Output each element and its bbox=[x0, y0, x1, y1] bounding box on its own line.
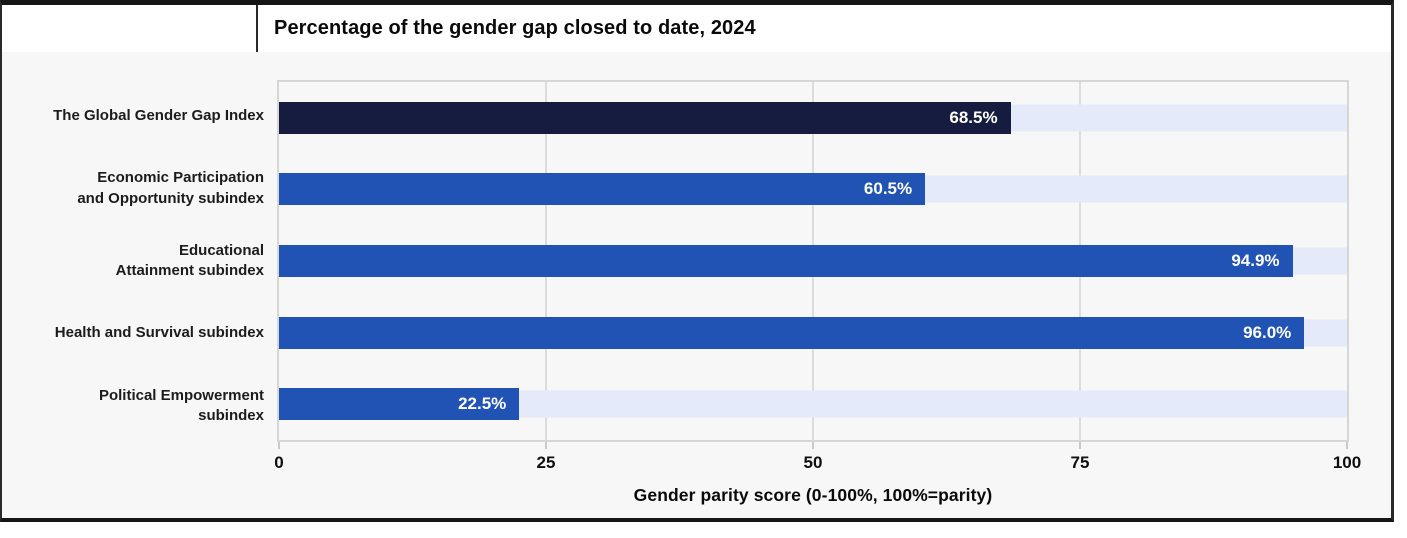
x-tick-label: 75 bbox=[1070, 453, 1090, 472]
bar-value-label: 68.5% bbox=[949, 107, 998, 127]
bar-economic: 60.5% bbox=[279, 173, 926, 206]
x-tick-label: 25 bbox=[536, 453, 556, 472]
bar-value-label: 22.5% bbox=[458, 394, 507, 414]
bar-row-educational: 94.9% bbox=[279, 225, 1347, 297]
title-band: Percentage of the gender gap closed to d… bbox=[2, 5, 1391, 52]
bar-health: 96.0% bbox=[279, 316, 1305, 349]
category-label-health: Health and Survival subindex bbox=[54, 324, 264, 342]
chart-title: Percentage of the gender gap closed to d… bbox=[274, 17, 756, 39]
category-label-economic: Economic Participation and Opportunity s… bbox=[77, 169, 264, 207]
bar-value-label: 60.5% bbox=[863, 179, 913, 199]
bar-row-health: 96.0% bbox=[279, 297, 1347, 369]
x-tick-label: 100 bbox=[1332, 453, 1362, 472]
x-tick-mark bbox=[1346, 442, 1348, 449]
category-label-political: Political Empowerment subindex bbox=[98, 386, 264, 424]
x-tick-mark bbox=[278, 442, 280, 449]
bar-row-global-index: 68.5% bbox=[279, 82, 1347, 154]
bar-row-economic: 60.5% bbox=[279, 154, 1347, 226]
chart-card: Percentage of the gender gap closed to d… bbox=[0, 0, 1394, 522]
plot-area: 68.5% 60.5% 94.9% 96.0% bbox=[277, 80, 1349, 442]
x-tick-mark bbox=[1079, 442, 1081, 449]
bar-value-label: 96.0% bbox=[1243, 322, 1292, 342]
x-tick-mark bbox=[545, 442, 547, 449]
category-labels: The Global Gender Gap Index Economic Par… bbox=[2, 80, 264, 442]
x-tick-mark bbox=[812, 442, 814, 449]
bar-value-label: 94.9% bbox=[1231, 250, 1280, 270]
x-axis: 0 25 50 75 100 bbox=[274, 442, 1361, 484]
x-tick-label: 0 bbox=[274, 453, 284, 472]
bar-educational: 94.9% bbox=[279, 244, 1293, 277]
x-axis-title: Gender parity score (0-100%, 100%=parity… bbox=[633, 485, 993, 505]
category-label-global-index: The Global Gender Gap Index bbox=[53, 107, 264, 125]
title-divider bbox=[256, 5, 258, 52]
bar-row-political: 22.5% bbox=[279, 368, 1347, 440]
x-tick-label: 50 bbox=[803, 453, 823, 472]
bar-political: 22.5% bbox=[279, 388, 520, 421]
bar-global-index: 68.5% bbox=[279, 101, 1011, 134]
category-label-educational: Educational Attainment subindex bbox=[115, 241, 264, 280]
